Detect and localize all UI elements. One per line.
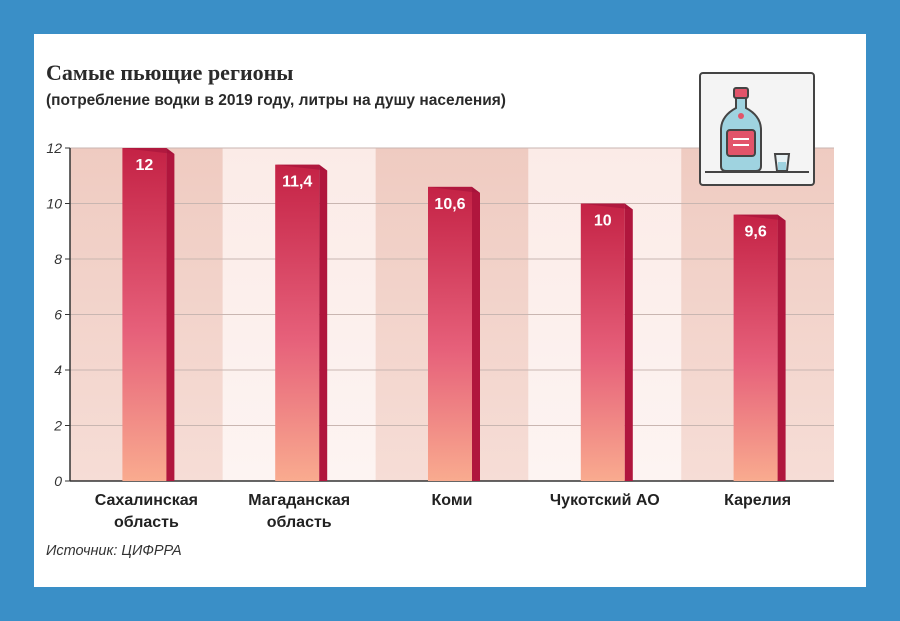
y-tick-label: 6 [54,307,62,323]
vodka-bottle-icon [699,72,815,186]
bar [428,186,480,481]
category-label: Карелия [724,492,791,509]
category-label: Сахалинская область [95,492,198,531]
bar-value-label: 12 [136,157,154,174]
y-tick-label: 2 [53,418,62,434]
y-tick-label: 12 [46,140,62,156]
bar-value-label: 10 [594,213,612,230]
bar [733,214,786,481]
bar-chart: 0 2 4 6 8 10 12 12 11,4 10,6 10 9,6 Сахалинская обл… [46,140,834,531]
y-tick-label: 8 [54,251,62,267]
y-tick-label: 4 [54,362,62,378]
bar [580,203,633,481]
category-label: Коми [432,492,473,509]
source-note: Источник: ЦИФРРА [46,543,182,559]
bar [275,164,328,481]
chart-title: Самые пьющие регионы [46,60,294,85]
chart-card: 0 2 4 6 8 10 12 12 11,4 10,6 10 9,6 Сахалинская обл… [34,34,866,587]
y-tick-label: 0 [54,473,62,489]
category-label: Чукотский АО [550,492,660,509]
chart-subtitle: (потребление водки в 2019 году, литры на… [46,92,506,109]
bar-value-label: 10,6 [434,196,465,213]
bar [122,148,175,481]
y-tick-label: 10 [46,196,62,212]
bar-value-label: 11,4 [282,174,312,191]
category-label: Магаданская область [248,492,350,531]
bar-value-label: 9,6 [744,224,766,241]
